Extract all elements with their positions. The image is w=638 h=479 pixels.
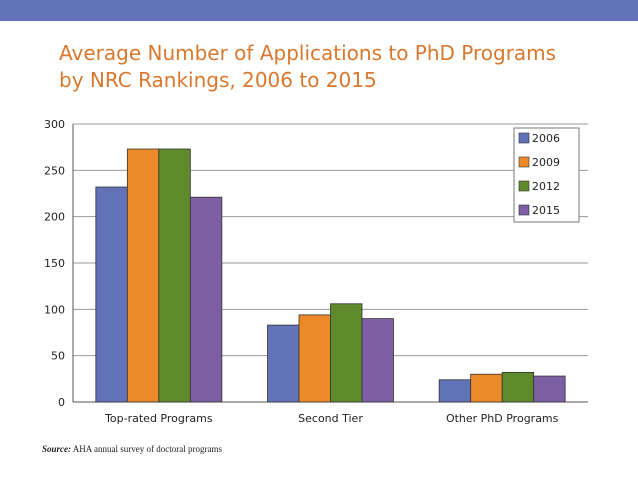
slide-title: Average Number of Applications to PhD Pr… — [59, 40, 619, 94]
bar-2009-2 — [470, 373, 503, 403]
y-tick-label-50: 50 — [51, 350, 65, 363]
x-tick-label-2: Other PhD Programs — [446, 412, 559, 425]
legend-swatch-2009 — [518, 156, 530, 168]
legend-swatch-2006 — [518, 132, 530, 144]
slide-title-line-1: Average Number of Applications to PhD Pr… — [59, 41, 557, 65]
legend-label-2006: 2006 — [532, 132, 560, 145]
top-accent-bar — [0, 0, 638, 21]
legend-label-2012: 2012 — [532, 180, 560, 193]
source-text: AHA annual survey of doctoral programs — [71, 444, 222, 454]
y-tick-label-250: 250 — [44, 164, 65, 177]
bar-2015-2 — [533, 375, 566, 403]
source-label: Source: — [42, 444, 71, 454]
y-tick-label-200: 200 — [44, 211, 65, 224]
legend-swatch-2012 — [518, 180, 530, 192]
slide-title-line-2: by NRC Rankings, 2006 to 2015 — [59, 68, 377, 92]
bar-2012-1 — [330, 303, 363, 403]
y-tick-label-150: 150 — [44, 257, 65, 270]
bar-2009-1 — [298, 314, 331, 403]
x-tick-label-0: Top-rated Programs — [104, 412, 213, 425]
legend-label-2015: 2015 — [532, 204, 560, 217]
bar-2006-0 — [95, 186, 128, 403]
source-note: Source: AHA annual survey of doctoral pr… — [42, 444, 222, 454]
bar-2012-2 — [501, 371, 535, 403]
bar-2015-1 — [361, 318, 394, 403]
legend-swatch-2015 — [518, 204, 530, 216]
bar-2006-2 — [438, 379, 472, 403]
legend-label-2009: 2009 — [532, 156, 560, 169]
y-tick-label-100: 100 — [44, 303, 65, 316]
y-tick-label-300: 300 — [44, 118, 65, 131]
bar-2012-0 — [158, 148, 191, 403]
y-tick-label-0: 0 — [58, 396, 65, 409]
x-tick-label-1: Second Tier — [298, 412, 363, 425]
bar-2015-0 — [189, 196, 223, 403]
bar-2006-1 — [267, 324, 300, 403]
bar-2009-0 — [126, 148, 160, 403]
